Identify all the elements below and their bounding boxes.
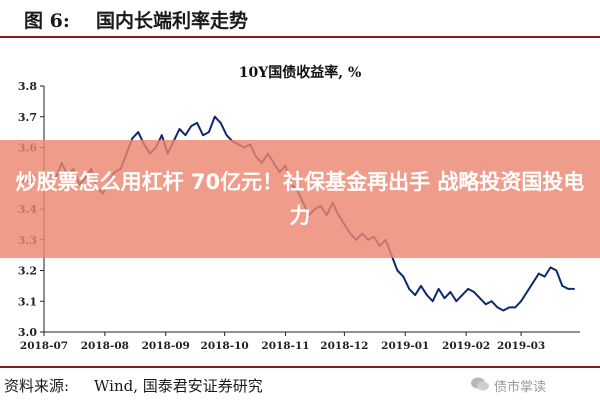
- data-point: [213, 115, 216, 118]
- y-tick-label: 3.2: [18, 265, 37, 278]
- data-point: [473, 291, 475, 293]
- data-point: [561, 285, 564, 287]
- x-tick-label: 2018-07: [20, 340, 68, 352]
- x-tick-label: 2018-09: [142, 340, 190, 352]
- data-point: [502, 309, 505, 312]
- data-point: [160, 134, 163, 137]
- data-point: [408, 288, 411, 290]
- data-point: [537, 272, 540, 275]
- watermark-text: 债市掌读: [494, 380, 547, 395]
- x-tick-label: 2019-03: [497, 340, 545, 352]
- x-tick-label: 2018-10: [201, 340, 249, 352]
- data-point: [461, 294, 464, 296]
- data-point: [467, 288, 469, 290]
- chart-title: 10Y国债收益率, %: [238, 65, 362, 81]
- data-point: [219, 122, 222, 124]
- source-footer: 资料来源: Wind, 国泰君安证券研究 债市掌读: [0, 366, 600, 402]
- data-point: [567, 288, 570, 290]
- data-point: [431, 300, 434, 303]
- x-tick-label: 2018-08: [81, 340, 129, 352]
- x-tick-label: 2019-02: [442, 340, 490, 352]
- data-point: [202, 134, 204, 137]
- figure-title: 国内长端利率走势: [96, 10, 249, 32]
- data-point: [137, 131, 140, 134]
- data-point: [496, 306, 499, 309]
- data-point: [526, 291, 528, 293]
- data-point: [414, 294, 416, 296]
- banner-headline[interactable]: 炒股票怎么用杠杆 70亿元！社保基金再出手 战略投资国投电力: [15, 170, 585, 228]
- x-tick-label: 2018-12: [320, 340, 368, 352]
- data-point: [208, 131, 210, 134]
- figure-number: 图 6:: [24, 10, 70, 32]
- data-point: [484, 303, 487, 306]
- y-tick-label: 3.0: [18, 326, 37, 339]
- y-tick-label: 3.8: [18, 80, 37, 93]
- data-point: [449, 291, 452, 293]
- data-point: [555, 269, 558, 272]
- data-point: [479, 297, 481, 300]
- data-point: [396, 269, 399, 272]
- data-point: [549, 266, 552, 269]
- figure-header: 图 6: 国内长端利率走势: [0, 0, 600, 38]
- data-point: [543, 275, 546, 278]
- data-point: [520, 300, 522, 303]
- data-point: [490, 300, 493, 303]
- data-point: [196, 122, 199, 124]
- x-tick-label: 2018-11: [261, 340, 309, 352]
- data-point: [178, 128, 181, 130]
- data-point: [455, 300, 458, 303]
- data-point: [184, 134, 187, 137]
- y-tick-label: 3.1: [18, 295, 37, 308]
- data-point: [532, 281, 534, 284]
- source-label: 资料来源:: [4, 377, 70, 395]
- data-point: [514, 306, 517, 309]
- y-tick-label: 3.7: [18, 111, 37, 124]
- x-tick-label: 2019-01: [381, 340, 429, 352]
- data-point: [420, 285, 422, 287]
- overlay-banner[interactable]: 炒股票怎么用杠杆 70亿元！社保基金再出手 战略投资国投电力: [0, 140, 600, 258]
- data-point: [573, 288, 575, 290]
- data-point: [131, 137, 134, 140]
- data-point: [508, 306, 511, 309]
- wechat-icon: [471, 377, 489, 391]
- data-point: [437, 288, 440, 290]
- data-point: [443, 297, 446, 300]
- data-point: [402, 275, 405, 278]
- source-value: Wind, 国泰君安证券研究: [94, 377, 263, 395]
- data-point: [225, 134, 228, 137]
- data-point: [426, 294, 428, 296]
- data-point: [190, 125, 193, 127]
